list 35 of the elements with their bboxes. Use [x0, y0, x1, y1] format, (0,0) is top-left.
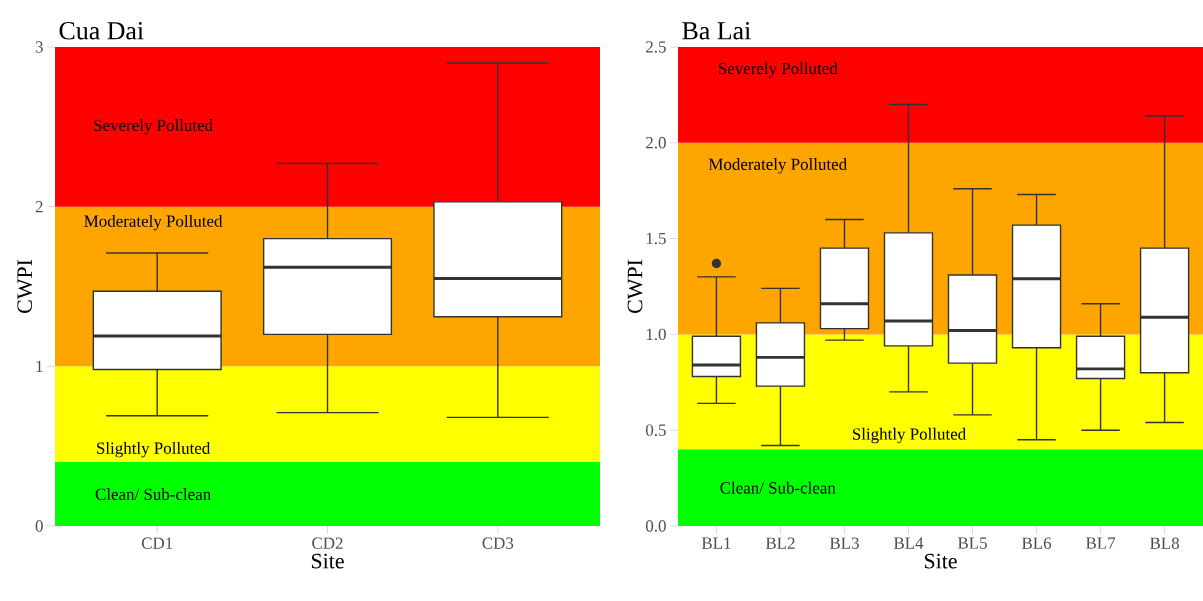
y-tick-label: 1.0 [646, 328, 666, 341]
y-axis-title: CWPI [627, 259, 643, 313]
chart-title: Ba Lai [682, 22, 751, 40]
y-axis-title: CWPI [17, 259, 33, 313]
y-tick-label: 0.5 [645, 424, 666, 436]
x-tick-label: BL2 [765, 537, 795, 549]
y-tick-label: 2.0 [646, 137, 666, 149]
x-tick-label: BL7 [1086, 537, 1116, 549]
x-tick-label: BL5 [957, 537, 987, 549]
band-label: Slightly Polluted [97, 441, 211, 458]
y-tick-label: 1.5 [646, 232, 666, 245]
x-tick-label: BL8 [1150, 537, 1180, 549]
x-axis-title: Site [311, 553, 344, 569]
y-tick-label: 2.5 [646, 41, 666, 53]
x-tick-label: CD3 [482, 537, 514, 549]
x-axis-title: Site [924, 553, 957, 569]
band-label: Slightly Polluted [852, 427, 966, 444]
y-tick-label: 2 [35, 201, 43, 213]
x-tick-label: BL6 [1021, 537, 1052, 549]
x-tick-label: BL4 [893, 537, 924, 549]
band-label: Clean/ Sub-clean [95, 488, 211, 501]
x-tick-label: CD1 [141, 537, 173, 549]
band-label: Severely Polluted [94, 119, 213, 135]
y-tick-label: 1 [36, 360, 43, 372]
y-tick-label: 3 [35, 41, 43, 53]
y-tick-label: 0 [35, 520, 43, 532]
x-tick-label: BL1 [701, 537, 731, 549]
x-tick-label: BL3 [829, 537, 859, 549]
x-tick-label: CD2 [312, 537, 343, 549]
band-label: Moderately Polluted [708, 158, 847, 174]
band-label: Clean/ Sub-clean [720, 481, 836, 494]
chart-title: Cua Dai [59, 22, 144, 40]
band-label: Moderately Polluted [84, 214, 223, 231]
y-tick-label: 0.0 [645, 520, 666, 532]
band-label: Severely Polluted [718, 62, 838, 78]
